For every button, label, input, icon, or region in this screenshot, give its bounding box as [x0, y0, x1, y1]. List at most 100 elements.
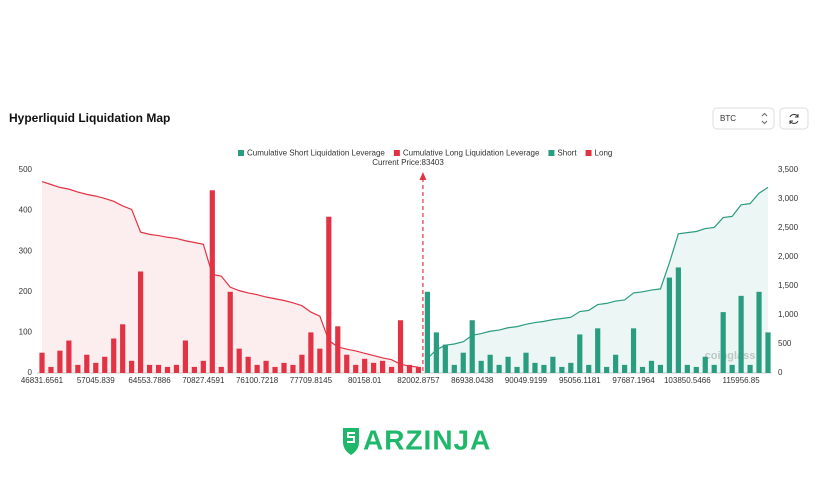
bar	[84, 354, 90, 373]
y-tick-label: 0	[28, 368, 33, 377]
bar	[290, 364, 296, 373]
bar	[299, 354, 305, 373]
series-area	[42, 181, 419, 373]
bar	[371, 362, 377, 373]
symbol-value: BTC	[720, 114, 736, 123]
bar	[433, 332, 439, 373]
x-tick-label: 97687.1964	[612, 376, 655, 385]
bar	[684, 364, 690, 373]
bar	[711, 364, 717, 373]
bar	[487, 354, 493, 373]
bar	[729, 364, 735, 373]
bar	[254, 364, 260, 373]
select-arrows	[761, 112, 768, 125]
bar	[236, 348, 242, 373]
bar	[469, 320, 475, 373]
bar	[406, 364, 413, 373]
bar	[397, 320, 404, 373]
bar	[442, 344, 448, 373]
bar	[218, 366, 224, 373]
x-tick-label: 86938.0438	[451, 376, 494, 385]
current-price-label: Current Price:83403	[372, 158, 444, 167]
bar	[424, 291, 431, 373]
bar	[568, 362, 574, 373]
bar	[657, 364, 664, 373]
y2-tick-label: 0	[778, 368, 783, 377]
bar	[146, 364, 153, 373]
legend-label: Short	[557, 149, 577, 158]
y-tick-label: 200	[19, 287, 33, 296]
bar	[75, 364, 81, 373]
bar	[577, 334, 583, 373]
bar	[666, 277, 673, 373]
bar	[523, 352, 529, 373]
x-tick-label: 90049.9199	[505, 376, 548, 385]
series-line	[41, 181, 419, 368]
series-line	[426, 186, 769, 359]
y2-tick-label: 3,000	[778, 194, 799, 203]
legend-swatch	[585, 150, 592, 156]
bar	[388, 366, 395, 373]
symbol-select[interactable]	[712, 107, 775, 130]
bar	[747, 364, 753, 373]
y-tick-label: 400	[19, 206, 33, 215]
bar	[120, 324, 126, 373]
bar	[604, 366, 610, 373]
x-tick-label: 103850.5466	[664, 376, 711, 385]
y2-tick-label: 2,500	[778, 223, 799, 232]
bar	[227, 291, 233, 373]
bar	[675, 267, 681, 373]
x-tick-label: 95056.1181	[559, 376, 601, 385]
bar	[379, 360, 386, 373]
bar	[693, 366, 699, 373]
bar	[39, 352, 45, 373]
y2-tick-label: 1,500	[778, 281, 799, 290]
bar	[344, 354, 350, 373]
brand-icon-mark	[347, 432, 355, 443]
y2-tick-label: 2,000	[778, 252, 799, 261]
bar	[720, 312, 726, 373]
bar	[541, 364, 547, 373]
bar	[111, 338, 117, 373]
bar	[129, 360, 135, 373]
x-tick-label: 46831.6561	[21, 376, 64, 385]
bar	[478, 360, 484, 373]
bar	[505, 356, 511, 373]
x-tick-label: 76100.7218	[236, 376, 279, 385]
bar	[57, 350, 63, 373]
bar	[630, 328, 637, 373]
bar	[245, 356, 251, 373]
bar	[317, 348, 323, 373]
y2-tick-label: 3,500	[778, 165, 799, 174]
x-tick-label: 115956.85	[722, 376, 760, 385]
bar	[756, 291, 762, 373]
x-tick-label: 57045.839	[77, 376, 115, 385]
bar	[765, 332, 771, 373]
bar	[209, 190, 215, 373]
x-tick-label: 80158.01	[348, 376, 382, 385]
bar	[621, 364, 628, 373]
bar	[281, 362, 287, 373]
refresh-button[interactable]	[779, 107, 809, 130]
bar	[362, 358, 368, 373]
legend-swatch	[548, 150, 555, 156]
x-tick-label: 77709.8145	[290, 376, 333, 385]
bar	[586, 364, 592, 373]
legend-label: Cumulative Short Liquidation Leverage	[247, 149, 385, 158]
bar	[559, 366, 565, 373]
y-tick-label: 500	[19, 165, 33, 174]
bar	[639, 366, 646, 373]
bar	[496, 364, 502, 373]
bar	[702, 356, 708, 373]
bar	[648, 360, 655, 373]
bar	[308, 332, 314, 373]
brand-logo: ARZINJA	[363, 424, 491, 455]
y2-tick-label: 1,000	[778, 310, 799, 319]
bar	[182, 340, 189, 373]
bar	[460, 352, 466, 373]
bar	[326, 216, 332, 373]
legend-swatch	[393, 150, 400, 156]
legend-swatch	[238, 150, 244, 156]
